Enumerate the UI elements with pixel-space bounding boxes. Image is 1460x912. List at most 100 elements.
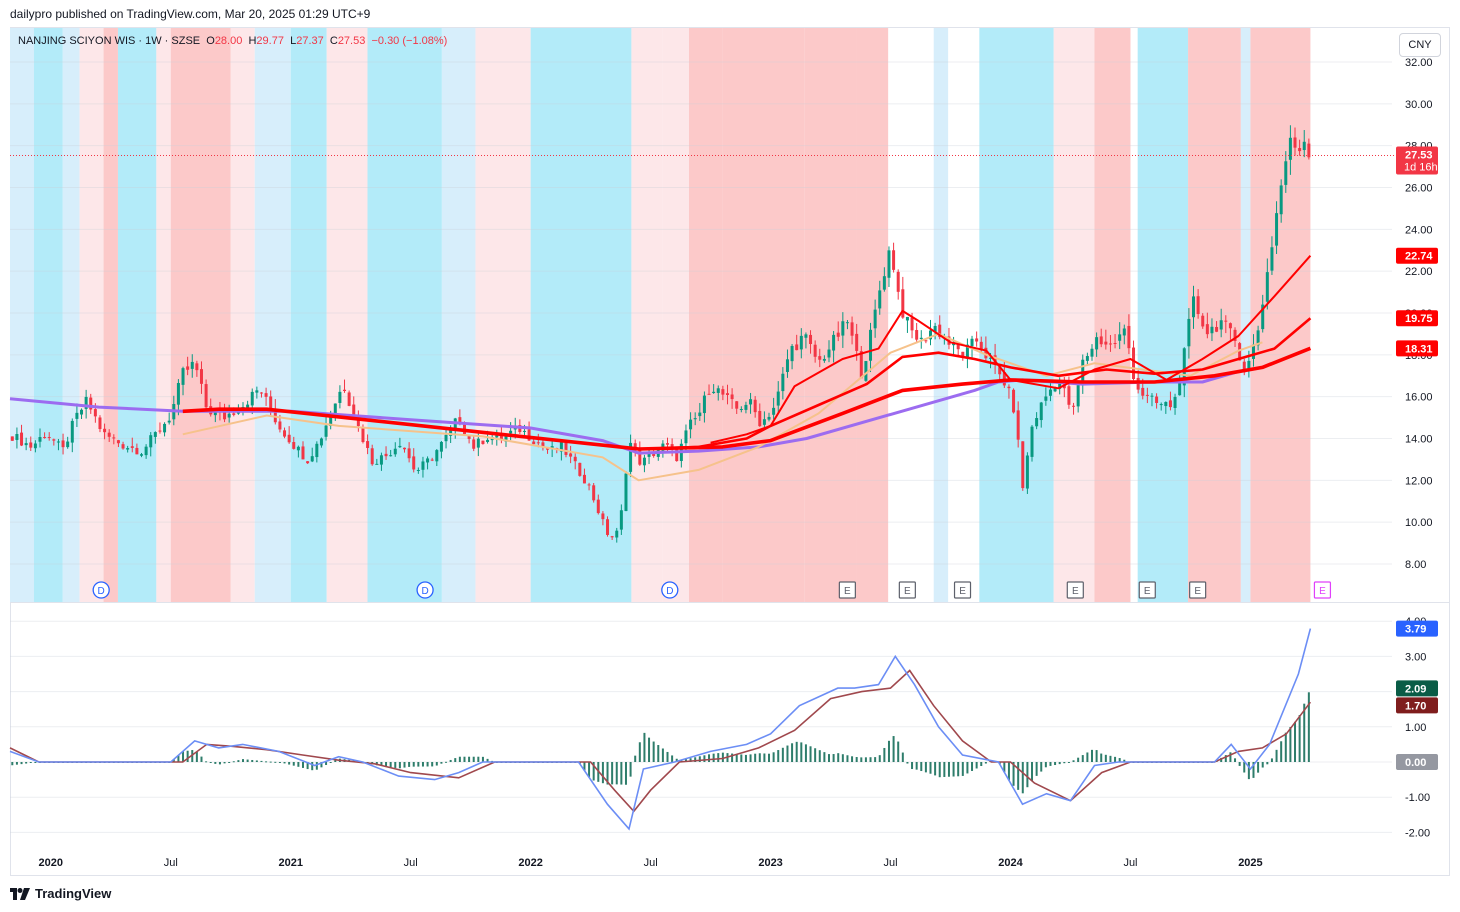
macd-histogram-bar [431, 762, 434, 767]
time-tick-label: 2020 [39, 857, 63, 869]
macd-histogram-bar [763, 753, 766, 762]
candle-body [633, 443, 637, 450]
macd-histogram-bar [205, 761, 208, 763]
candle-body [1233, 329, 1237, 341]
macd-histogram-bar [1044, 762, 1047, 768]
macd-histogram-bar [795, 741, 798, 762]
candle-body [1044, 396, 1048, 401]
last-price-badge [1396, 146, 1438, 175]
macd-histogram-bar [638, 742, 641, 762]
macd-histogram-bar [744, 754, 747, 762]
candle-body [103, 428, 107, 433]
candle-body [1298, 148, 1302, 152]
candle-body [1150, 395, 1154, 397]
candle-body [167, 420, 171, 423]
candle-body [232, 413, 236, 415]
candle-body [804, 334, 808, 338]
candle-body [52, 439, 56, 441]
candle-body [264, 393, 268, 397]
ma-value-badge [1396, 340, 1438, 357]
macd-tick-label: 3.00 [1405, 651, 1426, 663]
candle-body [1279, 185, 1283, 215]
regime-band [933, 28, 949, 602]
macd-histogram-bar [228, 762, 231, 763]
macd-histogram-bar [1003, 762, 1006, 773]
macd-histogram-bar [1224, 755, 1227, 762]
candle-body [1053, 388, 1057, 392]
candle-body [1215, 326, 1219, 332]
macd-value-label: 3.79 [1405, 624, 1426, 636]
macd-histogram-bar [823, 752, 826, 762]
macd-histogram-bar [957, 762, 960, 777]
time-tick-label: 2023 [758, 857, 782, 869]
candle-body [850, 322, 854, 336]
macd-histogram-bar [975, 762, 978, 769]
macd-histogram-bar [403, 762, 406, 768]
regime-band [1188, 28, 1241, 602]
candle-body [606, 519, 610, 535]
candle-body [89, 397, 93, 410]
candle-body [795, 344, 799, 351]
candle-body [310, 456, 314, 462]
currency-button[interactable]: CNY [1399, 33, 1441, 57]
regime-band [722, 28, 805, 602]
candle-body [1113, 343, 1117, 345]
time-tick-label: 2025 [1238, 857, 1262, 869]
open-value: 28.00 [214, 35, 243, 47]
macd-histogram-bar [934, 762, 937, 776]
macd-histogram-bar [278, 762, 281, 763]
macd-histogram-bar [966, 762, 969, 774]
macd-histogram-bar [684, 759, 687, 762]
candle-body [716, 388, 720, 393]
macd-histogram-bar [615, 762, 618, 785]
candle-body [1021, 441, 1025, 489]
candle-body [306, 461, 310, 464]
macd-histogram-bar [698, 756, 701, 762]
macd-histogram-bar [1220, 757, 1223, 762]
macd-histogram-bar [740, 754, 743, 762]
macd-histogram-bar [1238, 762, 1241, 766]
candle-body [984, 347, 988, 359]
macd-histogram-bar [1058, 762, 1061, 765]
price-tick-label: 24.00 [1405, 224, 1433, 236]
candles [10, 125, 1311, 543]
earnings-marker-icon [1066, 581, 1084, 599]
candle-body [1145, 394, 1149, 396]
macd-histogram-bar [694, 757, 697, 762]
earnings-marker-label: E [1194, 586, 1201, 597]
macd-histogram-bar [200, 756, 203, 762]
price-tick-label: 16.00 [1405, 392, 1433, 404]
candle-body [739, 409, 743, 411]
candle-body [70, 420, 74, 443]
candle-body [430, 459, 434, 461]
candle-body [827, 349, 831, 358]
candle-body [693, 418, 697, 420]
macd-histogram-bar [952, 762, 955, 777]
footer-brand[interactable]: TradingView [10, 886, 111, 901]
macd-histogram-bar [1252, 762, 1255, 778]
candle-body [975, 338, 979, 342]
moving-averages [9, 154, 1396, 482]
macd-histogram-bar [648, 737, 651, 762]
macd-histogram-bar [883, 747, 886, 762]
macd-histogram-bar [1114, 756, 1117, 762]
macd-histogram-bar [620, 762, 623, 785]
candle-body [389, 455, 393, 457]
macd-histogram-bar [334, 760, 337, 762]
earnings-marker-icon [1138, 581, 1156, 599]
candle-body [186, 366, 190, 370]
macd-histogram-bar [325, 762, 328, 765]
dividend-marker-label: D [666, 586, 673, 597]
candle-body [532, 441, 536, 445]
candle-body [1099, 336, 1103, 345]
macd-histogram-bar [172, 759, 175, 762]
ma-line-2 [182, 346, 1312, 451]
candle-body [1173, 396, 1177, 409]
candle-body [845, 322, 849, 324]
macd-histogram-bar [283, 762, 286, 764]
regime-band [230, 28, 255, 602]
candle-body [767, 416, 771, 420]
macd-histogram-bar [938, 762, 941, 778]
candle-body [758, 410, 762, 427]
